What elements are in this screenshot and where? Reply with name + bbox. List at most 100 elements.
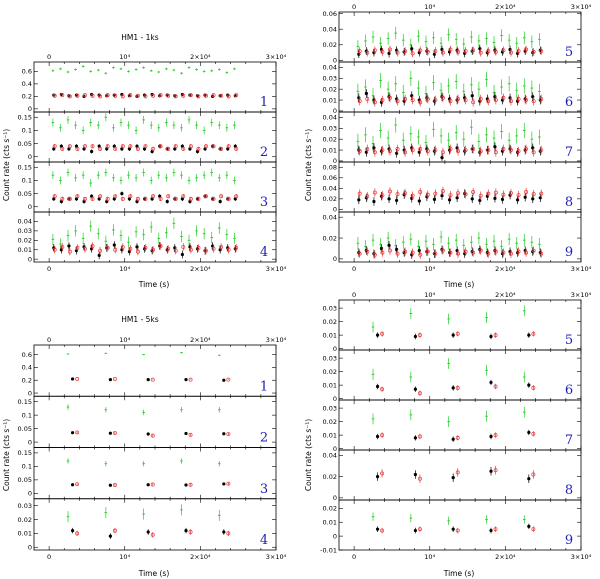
x-tick-label: 0 (352, 553, 356, 561)
data-point-red (357, 149, 362, 154)
data-point-black (489, 334, 493, 339)
data-point-red (90, 93, 95, 98)
panel-frame (338, 399, 582, 451)
data-point-black (413, 436, 417, 440)
y-tick-label: 0.04 (323, 185, 337, 193)
data-point-red (372, 48, 377, 53)
data-point-red (471, 147, 476, 151)
data-point-red (531, 192, 536, 197)
data-point-red (486, 251, 491, 256)
data-point-black (108, 483, 112, 487)
data-point-red (403, 249, 408, 254)
panel-number-label: 7 (565, 145, 573, 160)
data-point-red (455, 385, 460, 390)
data-point-red (83, 93, 87, 98)
data-point-red (539, 49, 544, 54)
panel-number-label: 3 (260, 195, 268, 210)
data-point-red (120, 244, 125, 249)
data-point-red (75, 146, 80, 151)
y-tick-label: 0.2 (22, 377, 32, 385)
y-tick-label: 0.03 (323, 404, 337, 412)
data-point-black (387, 197, 391, 201)
y-tick-label: 0 (333, 445, 337, 453)
data-point-black (527, 333, 531, 337)
y-tick-label: 0.04 (323, 64, 337, 72)
data-point-red (120, 94, 125, 99)
data-point-red (173, 144, 178, 149)
y-tick-label: 0.15 (18, 164, 32, 172)
y-tick-label: 0 (28, 105, 32, 113)
y-tick-label: 0.02 (323, 318, 337, 326)
data-point-red (471, 48, 476, 53)
y-tick-label: 0.01 (323, 331, 337, 339)
data-point-red (211, 144, 216, 149)
data-point-red (418, 190, 423, 194)
data-point-red (120, 196, 125, 201)
y-tick-label: 0.01 (323, 146, 337, 154)
data-point-black (70, 377, 75, 381)
data-point-red (418, 100, 423, 105)
data-point-red (493, 384, 498, 389)
panel-frame (33, 61, 277, 113)
data-point-red (509, 50, 513, 55)
data-point-red (234, 93, 239, 98)
xlabel-1ks-left: Time (s) (138, 280, 170, 289)
data-point-black (375, 434, 380, 439)
data-point-red (471, 250, 476, 255)
data-point-red (388, 47, 392, 52)
data-point-red (234, 194, 239, 199)
x-tick-label: 3×10⁴ (571, 265, 592, 273)
data-point-black (184, 483, 188, 487)
y-tick-label: 0 (333, 345, 337, 353)
x-tick-label: 0 (47, 553, 51, 561)
top-x-tick-label: 0 (352, 291, 356, 299)
data-point-black (451, 476, 455, 480)
data-point-red (531, 150, 536, 155)
data-point-red (365, 97, 370, 101)
panel-number-label: 5 (565, 333, 573, 348)
data-point-red (418, 252, 423, 257)
panel-frame (338, 349, 582, 401)
data-point-red (478, 50, 483, 55)
data-point-red (211, 196, 216, 201)
data-point-red (105, 245, 110, 250)
data-point-red (150, 482, 155, 487)
y-tick-label: 0.03 (323, 125, 337, 133)
y-tick-label: 0.02 (323, 234, 337, 242)
data-point-red (105, 196, 110, 201)
data-point-black (67, 244, 71, 248)
data-point-red (433, 191, 438, 196)
data-point-red (128, 194, 133, 199)
data-point-black (146, 483, 150, 487)
data-point-red (478, 149, 483, 154)
data-point-red (188, 144, 193, 149)
top-x-tick-label: 10⁴ (424, 291, 435, 299)
data-point-red (204, 248, 208, 253)
data-point-black (146, 377, 150, 382)
y-tick-label: 0.1 (22, 127, 32, 135)
data-point-black (527, 524, 531, 528)
panel-number-label: 2 (260, 431, 268, 446)
data-point-red (226, 144, 231, 149)
data-point-red (52, 144, 57, 149)
data-point-red (98, 146, 103, 151)
panel-number-label: 1 (260, 379, 268, 394)
data-point-black (184, 431, 188, 436)
y-tick-label: 0 (28, 544, 32, 552)
x-tick-label: 3×10⁴ (266, 265, 287, 273)
panel-frame (33, 344, 277, 397)
top-x-tick-label: 2×10⁴ (190, 336, 211, 344)
data-point-red (440, 150, 445, 155)
data-point-black (489, 528, 493, 533)
data-point-black (470, 197, 474, 201)
data-point-red (166, 246, 171, 251)
x-tick-label: 10⁴ (119, 553, 130, 561)
data-point-red (425, 192, 430, 197)
data-point-black (523, 195, 527, 199)
data-point-red (524, 47, 529, 52)
data-point-red (75, 93, 80, 98)
data-point-black (120, 191, 124, 196)
data-point-red (417, 476, 422, 481)
data-point-red (395, 50, 400, 55)
